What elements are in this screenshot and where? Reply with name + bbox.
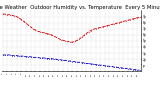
Title: Milwaukee Weather  Outdoor Humidity vs. Temperature  Every 5 Minutes: Milwaukee Weather Outdoor Humidity vs. T… — [0, 5, 160, 10]
